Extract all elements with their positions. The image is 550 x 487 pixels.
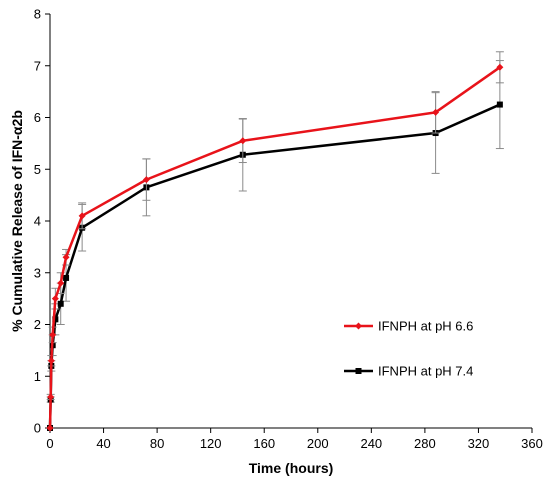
- data-point: [496, 63, 504, 71]
- data-point: [46, 424, 54, 432]
- x-ticks: 0 40 80 120 160 200 240 280 320 360: [46, 428, 543, 451]
- data-point: [47, 393, 55, 401]
- x-tick-label: 80: [150, 436, 164, 451]
- legend-item-ph74: IFNPH at pH 7.4: [344, 364, 473, 379]
- data-point: [432, 108, 440, 116]
- y-tick-label: 6: [34, 110, 41, 125]
- data-point: [62, 253, 70, 261]
- legend: IFNPH at pH 6.6 IFNPH at pH 7.4: [344, 319, 473, 379]
- y-tick-label: 5: [34, 162, 41, 177]
- y-tick-label: 1: [34, 369, 41, 384]
- data-point: [47, 357, 55, 365]
- legend-item-ph66: IFNPH at pH 6.6: [344, 319, 473, 334]
- data-point: [52, 316, 59, 323]
- x-axis-title: Time (hours): [249, 460, 334, 476]
- x-tick-label: 280: [414, 436, 436, 451]
- legend-marker-ph74: [355, 368, 362, 374]
- x-tick-label: 320: [468, 436, 490, 451]
- y-tick-label: 0: [34, 421, 41, 436]
- legend-marker-ph66: [355, 322, 362, 330]
- data-point: [496, 101, 503, 108]
- x-tick-label: 240: [360, 436, 382, 451]
- data-point: [57, 300, 64, 307]
- legend-label-ph66: IFNPH at pH 6.6: [378, 319, 473, 334]
- series-ph66: [46, 51, 504, 432]
- x-tick-label: 40: [96, 436, 110, 451]
- x-tick-label: 0: [46, 436, 53, 451]
- series-line: [48, 103, 501, 429]
- series-layer: [46, 51, 504, 432]
- x-tick-label: 120: [200, 436, 222, 451]
- y-tick-label: 4: [34, 214, 41, 229]
- x-tick-label: 160: [253, 436, 275, 451]
- data-point: [63, 274, 70, 281]
- data-point: [49, 331, 57, 339]
- y-tick-label: 8: [34, 7, 41, 22]
- x-tick-label: 200: [307, 436, 329, 451]
- data-point: [51, 295, 59, 303]
- data-point: [78, 212, 86, 220]
- legend-label-ph74: IFNPH at pH 7.4: [378, 364, 473, 379]
- y-tick-label: 2: [34, 317, 41, 332]
- series-line: [48, 66, 501, 429]
- y-tick-label: 7: [34, 58, 41, 73]
- data-point: [57, 279, 65, 287]
- data-point: [142, 176, 150, 184]
- y-axis-title: % Cumulative Release of IFN-α2b: [9, 110, 25, 332]
- y-tick-label: 3: [34, 265, 41, 280]
- data-point: [239, 137, 247, 145]
- x-tick-label: 360: [521, 436, 543, 451]
